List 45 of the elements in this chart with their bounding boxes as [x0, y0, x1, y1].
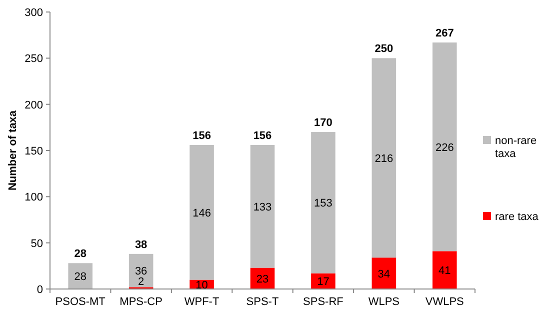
- total-label: 28: [74, 248, 86, 260]
- bar: [250, 144, 275, 268]
- data-label: 41: [438, 265, 451, 278]
- bar: [372, 258, 396, 289]
- bar: [190, 144, 214, 280]
- bar: [432, 42, 457, 252]
- data-label: 28: [74, 271, 86, 284]
- legend-label: rare taxa: [495, 211, 540, 223]
- data-label: 10: [196, 279, 208, 292]
- data-label: 226: [435, 142, 454, 154]
- x-tick-label: SPS-T: [246, 296, 279, 308]
- total-label: 38: [134, 238, 148, 251]
- bar: [372, 58, 396, 258]
- data-label: 133: [253, 201, 272, 214]
- total-label: 250: [374, 43, 394, 56]
- y-tick-label: 250: [24, 53, 43, 66]
- total-label: 156: [253, 130, 272, 142]
- legend-label: non-rare taxa: [495, 135, 537, 160]
- y-tick-label: 0: [36, 284, 43, 296]
- x-tick-label: VWLPS: [425, 296, 464, 308]
- x-tick-label: WPF-T: [184, 296, 220, 308]
- x-tick-label: PSOS-MT: [55, 296, 106, 308]
- x-tick-label: MPS-CP: [120, 296, 162, 308]
- y-tick-label: 50: [30, 238, 43, 250]
- y-tick-label: 300: [24, 7, 43, 19]
- data-label: 153: [314, 198, 332, 210]
- data-label: 146: [192, 207, 211, 220]
- y-tick-label: 150: [24, 146, 43, 158]
- total-label: 170: [314, 117, 332, 130]
- y-tick-label: 100: [24, 192, 43, 204]
- total-label: 156: [192, 130, 211, 142]
- total-label: 267: [435, 27, 454, 40]
- y-axis-title: Number of taxa: [7, 110, 19, 191]
- data-label: 34: [378, 268, 390, 280]
- bar: [311, 132, 336, 274]
- data-label: 216: [374, 152, 394, 165]
- data-label: 17: [317, 276, 330, 288]
- x-tick-label: SPS-RF: [303, 296, 344, 308]
- x-tick-label: WLPS: [368, 296, 400, 308]
- data-label: 36: [134, 266, 148, 278]
- data-label: 2: [138, 276, 144, 288]
- bar: [432, 251, 457, 289]
- y-tick-label: 200: [24, 99, 43, 112]
- data-label: 23: [256, 273, 269, 286]
- bar: [68, 263, 92, 289]
